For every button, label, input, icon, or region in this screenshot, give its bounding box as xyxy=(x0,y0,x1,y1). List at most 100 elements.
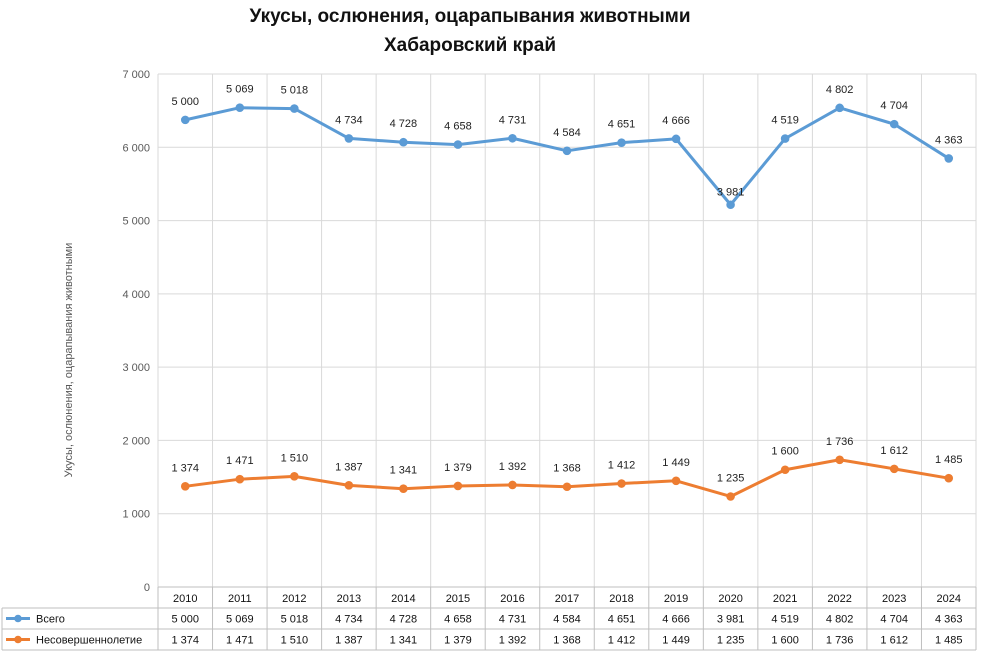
data-label: 4 802 xyxy=(826,84,854,96)
table-cell: 4 731 xyxy=(499,614,527,626)
x-tick-label: 2015 xyxy=(446,593,470,605)
x-tick-label: 2013 xyxy=(337,593,361,605)
data-label: 1 510 xyxy=(281,452,309,464)
data-point xyxy=(344,481,354,490)
data-point xyxy=(453,140,463,149)
data-point xyxy=(726,200,735,210)
data-label: 1 235 xyxy=(717,472,745,484)
table-cell: 5 000 xyxy=(172,614,200,626)
table-cell: 1 392 xyxy=(499,635,527,647)
data-point xyxy=(835,103,844,113)
y-tick-label: 5 000 xyxy=(122,216,150,228)
data-label: 1 485 xyxy=(935,454,963,466)
table-cell: 1 374 xyxy=(172,635,200,647)
data-point xyxy=(344,134,354,143)
data-label: 1 379 xyxy=(444,462,472,474)
table-cell: 4 734 xyxy=(335,614,363,626)
data-point xyxy=(671,476,681,486)
table-cell: 1 235 xyxy=(717,635,745,647)
y-tick-label: 2 000 xyxy=(122,435,150,447)
legend-marker xyxy=(14,614,22,623)
data-point xyxy=(453,481,463,491)
x-tick-label: 2019 xyxy=(664,593,688,605)
data-label: 1 387 xyxy=(335,461,363,473)
chart-title-line-1: Укусы, ослюнения, оцарапывания животными xyxy=(249,6,691,27)
table-cell: 1 368 xyxy=(553,635,581,647)
gridlines xyxy=(157,73,977,587)
legend-marker xyxy=(14,635,22,644)
table-cell: 4 651 xyxy=(608,614,636,626)
data-point xyxy=(944,473,954,483)
y-tick-label: 6 000 xyxy=(122,142,150,154)
data-labels: 5 000 5 069 5 018 4 734 4 728 4 658 4 731 4 584… xyxy=(172,84,963,485)
data-table: 2010 2011 2012 2013 2014 2015 2016 2017 2018 2019… xyxy=(1,586,977,651)
series-line-0 xyxy=(184,106,950,207)
table-cell: 4 802 xyxy=(826,614,854,626)
data-label: 4 658 xyxy=(444,121,472,133)
data-point xyxy=(780,134,790,143)
data-label: 5 000 xyxy=(172,96,200,108)
data-label: 4 363 xyxy=(935,134,963,146)
data-point xyxy=(290,472,299,481)
table-cell: 4 519 xyxy=(771,614,799,626)
data-label: 4 704 xyxy=(880,100,908,112)
data-label: 1 471 xyxy=(226,455,254,467)
data-label: 5 069 xyxy=(226,84,254,96)
data-point xyxy=(399,484,408,494)
data-point xyxy=(944,154,954,163)
table-cell: 1 510 xyxy=(281,635,309,647)
x-tick-label: 2016 xyxy=(500,593,524,605)
data-point xyxy=(617,479,626,488)
x-tick-label: 2011 xyxy=(228,593,252,605)
data-label: 1 341 xyxy=(390,465,418,477)
x-tick-label: 2023 xyxy=(882,593,906,605)
data-label: 4 734 xyxy=(335,114,363,126)
table-cell: 1 379 xyxy=(444,635,472,647)
y-tick-label: 1 000 xyxy=(122,509,150,521)
data-point xyxy=(508,480,517,490)
data-point xyxy=(508,133,517,143)
table-cell: 5 069 xyxy=(226,614,254,626)
data-label: 1 368 xyxy=(553,463,581,475)
table-cell: 1 387 xyxy=(335,635,363,647)
data-label: 4 728 xyxy=(390,118,418,130)
data-point xyxy=(235,474,245,484)
data-label: 5 018 xyxy=(281,85,309,97)
data-point xyxy=(562,146,572,156)
legend-series-name: Несовершеннолетие xyxy=(36,635,142,647)
table-cell: 1 471 xyxy=(226,635,254,647)
data-label: 1 412 xyxy=(608,460,636,472)
table-cell: 5 018 xyxy=(281,614,309,626)
data-point xyxy=(671,134,681,144)
x-tick-label: 2021 xyxy=(773,593,797,605)
data-label: 4 584 xyxy=(553,127,581,139)
data-point xyxy=(780,465,790,475)
data-point xyxy=(235,103,245,113)
data-label: 1 600 xyxy=(771,446,799,458)
data-label: 1 374 xyxy=(172,462,200,474)
x-tick-label: 2020 xyxy=(718,593,742,605)
data-point xyxy=(889,464,899,474)
table-cell: 1 612 xyxy=(880,635,908,647)
data-label: 1 449 xyxy=(662,457,690,469)
data-label: 4 731 xyxy=(499,114,527,126)
data-point xyxy=(726,492,735,501)
data-point xyxy=(399,137,408,147)
table-cell: 1 736 xyxy=(826,635,854,647)
table-cell: 3 981 xyxy=(717,614,745,626)
y-tick-label: 3 000 xyxy=(122,362,150,374)
table-cell: 1 341 xyxy=(390,635,418,647)
table-cell: 1 412 xyxy=(608,635,636,647)
x-tick-label: 2014 xyxy=(391,593,415,605)
data-point xyxy=(562,482,572,492)
data-point xyxy=(290,104,299,113)
y-axis-label: Укусы, ослюнения, оцарапывания животными xyxy=(63,243,75,478)
y-tick-label: 7 000 xyxy=(122,69,150,81)
data-label: 4 519 xyxy=(771,115,799,127)
legend-series-name: Всего xyxy=(36,614,65,626)
y-tick-label: 0 xyxy=(144,582,150,594)
table-cell: 4 704 xyxy=(880,614,908,626)
data-point xyxy=(180,482,190,491)
table-cell: 4 584 xyxy=(553,614,581,626)
